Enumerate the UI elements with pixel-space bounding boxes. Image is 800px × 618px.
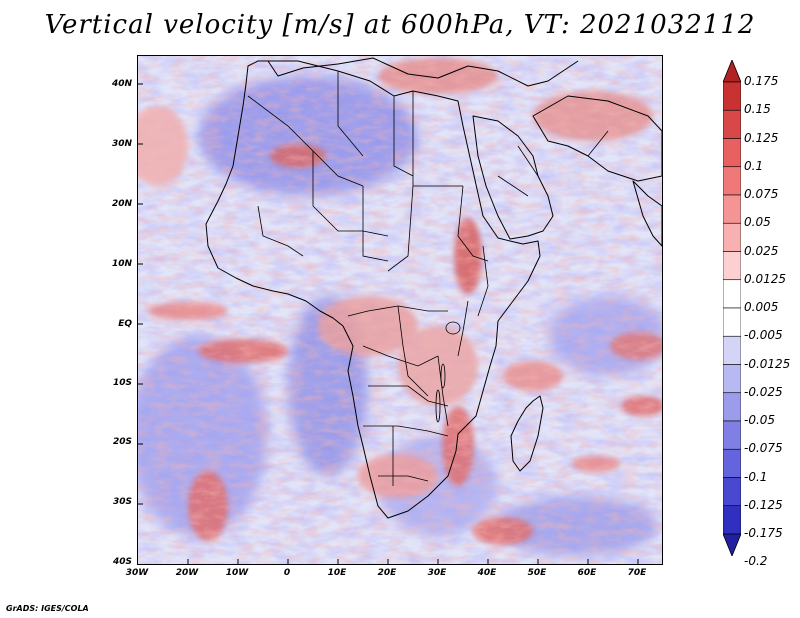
colorbar-tick-label: 0.0125: [744, 271, 786, 286]
colorbar-cell-top: [723, 60, 741, 83]
colorbar-tick-label: -0.1: [744, 469, 768, 484]
colorbar-tick-label: -0.005: [744, 328, 783, 343]
lon-label-40e: 40E: [477, 568, 497, 578]
colorbar-tick-label: 0.15: [744, 102, 771, 117]
coastlines: [205, 57, 662, 519]
colorbar-cell: [723, 251, 741, 281]
colorbar-cell: [723, 335, 741, 365]
colorbar-cells: [723, 60, 741, 556]
colorbar-tick-label: 0.075: [744, 187, 779, 201]
lakes: [435, 321, 461, 423]
field-red-texture: [138, 56, 662, 564]
colorbar-cell: [723, 279, 741, 309]
lat-label-40s: 40S: [112, 557, 132, 567]
colorbar-cell: [723, 166, 741, 196]
lat-label-10s: 10S: [112, 378, 132, 388]
lat-label-10n: 10N: [111, 259, 132, 269]
colorbar-tick-label: -0.2: [744, 554, 768, 569]
colorbar-cell: [723, 109, 741, 139]
map-svg: [138, 56, 662, 564]
colorbar-cell: [723, 505, 741, 535]
colorbar-cell: [723, 222, 741, 252]
iran-coastline: [532, 95, 662, 182]
lat-label-eq: EQ: [118, 319, 132, 329]
lat-label-30s: 30S: [112, 497, 132, 507]
lon-label-30e: 30E: [427, 568, 447, 578]
colorbar-tick-label: 0.1: [744, 158, 764, 173]
lat-label-20s: 20S: [112, 437, 132, 447]
colorbar-tick-label: -0.025: [744, 384, 783, 399]
lat-label-20n: 20N: [111, 199, 132, 209]
lon-label-70e: 70E: [627, 568, 647, 578]
lat-label-40n: 40N: [111, 79, 132, 89]
colorbar-cell: [723, 364, 741, 394]
map-plot-area: [137, 55, 663, 565]
arabia-coastline: [472, 115, 554, 240]
colorbar-tick-label: -0.075: [744, 441, 783, 456]
map-title: Vertical velocity [m/s] at 600hPa, VT: 2…: [44, 10, 756, 40]
graticule-ticks: [138, 83, 639, 564]
grads-credit: GrADS: IGES/COLA: [6, 604, 89, 613]
colorbar-cell: [723, 420, 741, 450]
colorbar-cell: [723, 392, 741, 422]
lon-label-60e: 60E: [577, 568, 597, 578]
colorbar-cell: [723, 307, 741, 337]
lat-label-30n: 30N: [111, 139, 132, 149]
colorbar-tick-label: -0.0125: [744, 356, 791, 371]
colorbar-tick-label: 0.125: [744, 130, 779, 145]
colorbar-cell: [723, 477, 741, 507]
colorbar-cell-bottom: [723, 533, 741, 556]
colorbar: [723, 60, 741, 556]
colorbar-tick-label: -0.125: [744, 497, 783, 512]
africa-coastline: [205, 60, 541, 519]
colorbar-cell: [723, 448, 741, 478]
colorbar-cell: [723, 81, 741, 111]
lon-label-10w: 10W: [225, 568, 249, 578]
colorbar-tick-label: 0.05: [744, 215, 771, 230]
colorbar-tick-label: 0.005: [744, 300, 779, 314]
lon-label-50e: 50E: [527, 568, 547, 578]
india-coastline: [632, 180, 662, 247]
colorbar-tick-label: -0.175: [744, 526, 783, 540]
europe-coastline: [267, 57, 579, 87]
lon-label-10e: 10E: [327, 568, 347, 578]
colorbar-cell: [723, 138, 741, 168]
lon-label-30w: 30W: [125, 568, 149, 578]
colorbar-tick-label: -0.05: [744, 413, 776, 427]
country-borders: [247, 71, 609, 486]
madagascar-coastline: [510, 395, 544, 472]
lon-label-20e: 20E: [377, 568, 397, 578]
lon-label-0: 0: [283, 568, 291, 578]
lon-label-20w: 20W: [175, 568, 199, 578]
colorbar-tick-label: 0.175: [744, 74, 779, 88]
colorbar-tick-label: 0.025: [744, 243, 779, 258]
colorbar-cell: [723, 194, 741, 224]
